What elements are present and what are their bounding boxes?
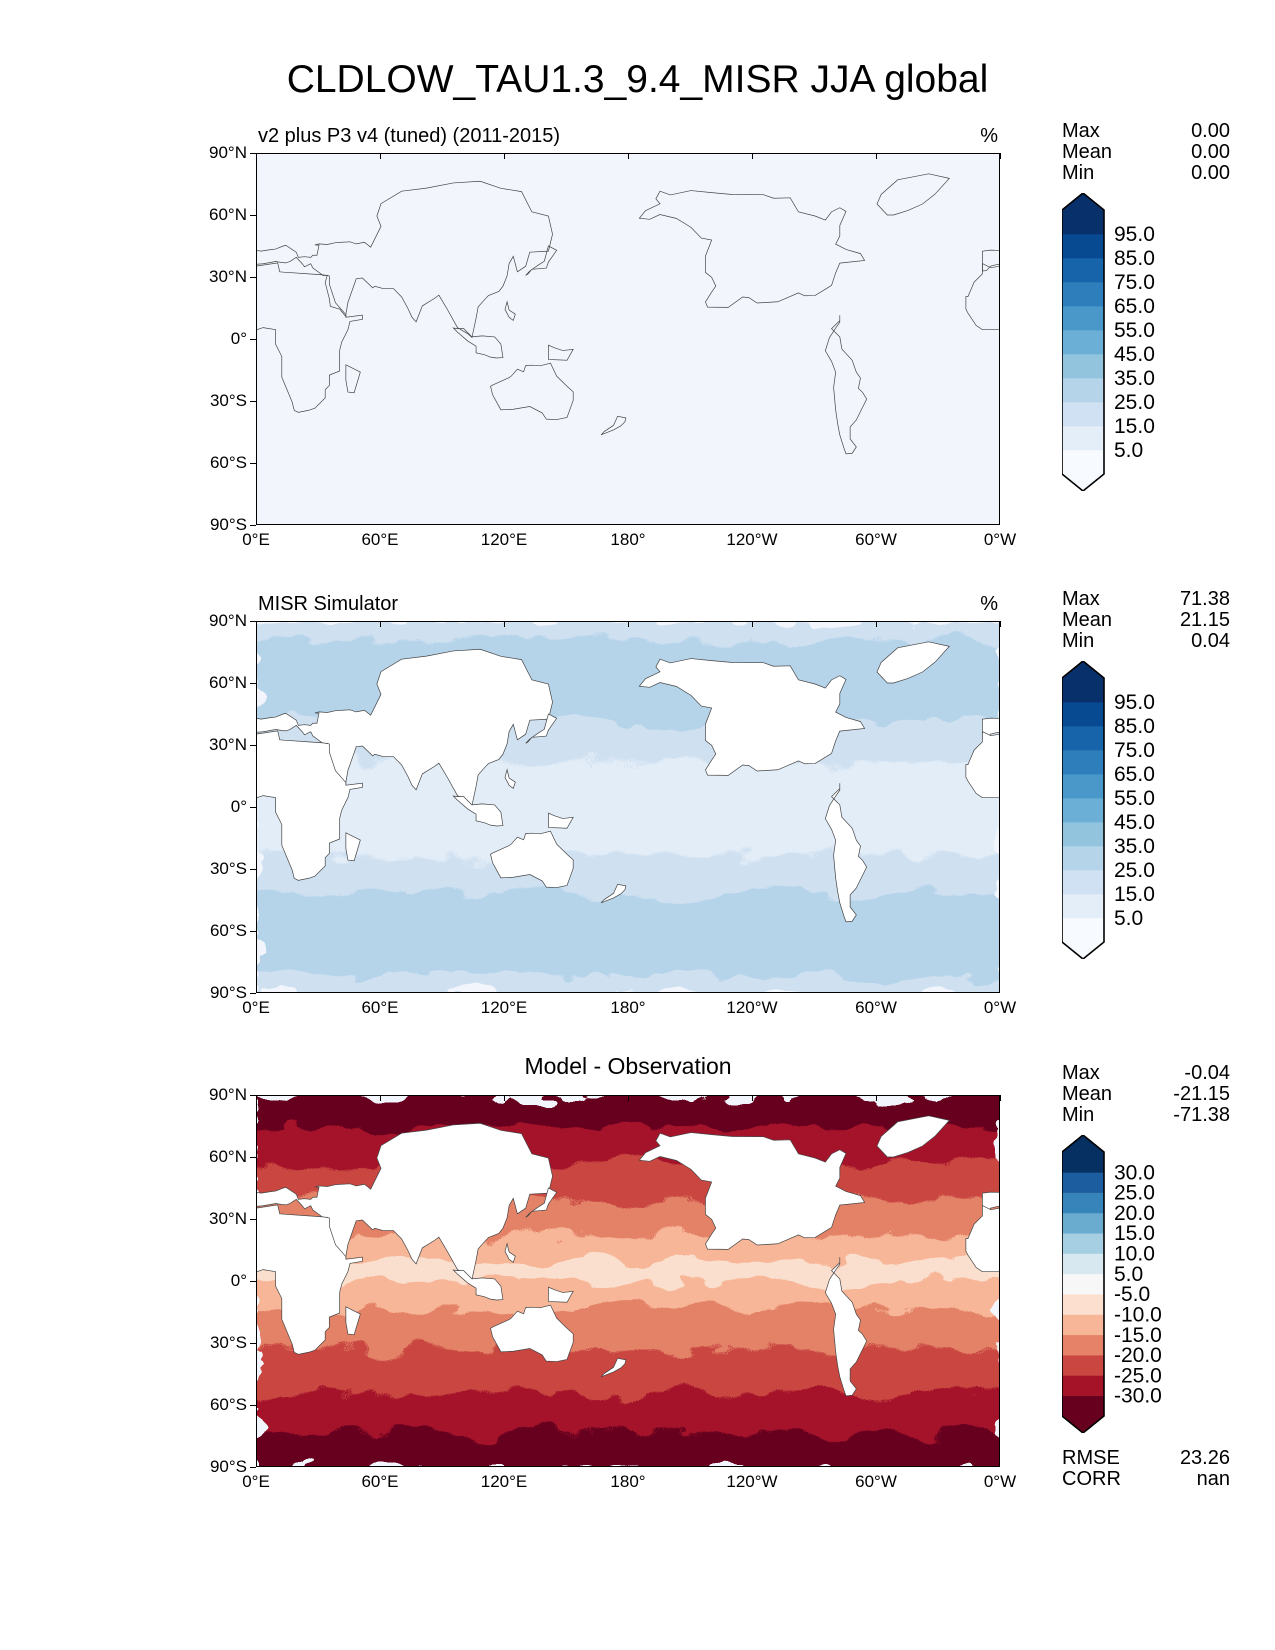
svg-text:95.0: 95.0 <box>1114 223 1155 246</box>
svg-text:-25.0: -25.0 <box>1114 1364 1162 1387</box>
svg-text:85.0: 85.0 <box>1114 715 1155 738</box>
svg-text:5.0: 5.0 <box>1114 1263 1143 1286</box>
svg-text:10.0: 10.0 <box>1114 1243 1155 1266</box>
svg-text:75.0: 75.0 <box>1114 739 1155 762</box>
svg-text:15.0: 15.0 <box>1114 1222 1155 1245</box>
svg-text:85.0: 85.0 <box>1114 247 1155 270</box>
svg-text:-20.0: -20.0 <box>1114 1344 1162 1367</box>
svg-text:30.0: 30.0 <box>1114 1161 1155 1184</box>
svg-text:-30.0: -30.0 <box>1114 1385 1162 1408</box>
svg-text:35.0: 35.0 <box>1114 835 1155 858</box>
svg-text:55.0: 55.0 <box>1114 319 1155 342</box>
svg-text:65.0: 65.0 <box>1114 295 1155 318</box>
svg-text:75.0: 75.0 <box>1114 271 1155 294</box>
svg-text:55.0: 55.0 <box>1114 787 1155 810</box>
svg-text:25.0: 25.0 <box>1114 391 1155 414</box>
svg-text:5.0: 5.0 <box>1114 439 1143 462</box>
svg-text:-15.0: -15.0 <box>1114 1324 1162 1347</box>
svg-text:45.0: 45.0 <box>1114 343 1155 366</box>
svg-text:35.0: 35.0 <box>1114 367 1155 390</box>
svg-text:25.0: 25.0 <box>1114 1182 1155 1205</box>
svg-text:-5.0: -5.0 <box>1114 1283 1150 1306</box>
svg-text:95.0: 95.0 <box>1114 691 1155 714</box>
svg-text:65.0: 65.0 <box>1114 763 1155 786</box>
svg-text:5.0: 5.0 <box>1114 907 1143 930</box>
svg-text:-10.0: -10.0 <box>1114 1303 1162 1326</box>
svg-text:20.0: 20.0 <box>1114 1202 1155 1225</box>
svg-text:15.0: 15.0 <box>1114 415 1155 438</box>
svg-text:25.0: 25.0 <box>1114 859 1155 882</box>
svg-text:45.0: 45.0 <box>1114 811 1155 834</box>
svg-text:15.0: 15.0 <box>1114 883 1155 906</box>
